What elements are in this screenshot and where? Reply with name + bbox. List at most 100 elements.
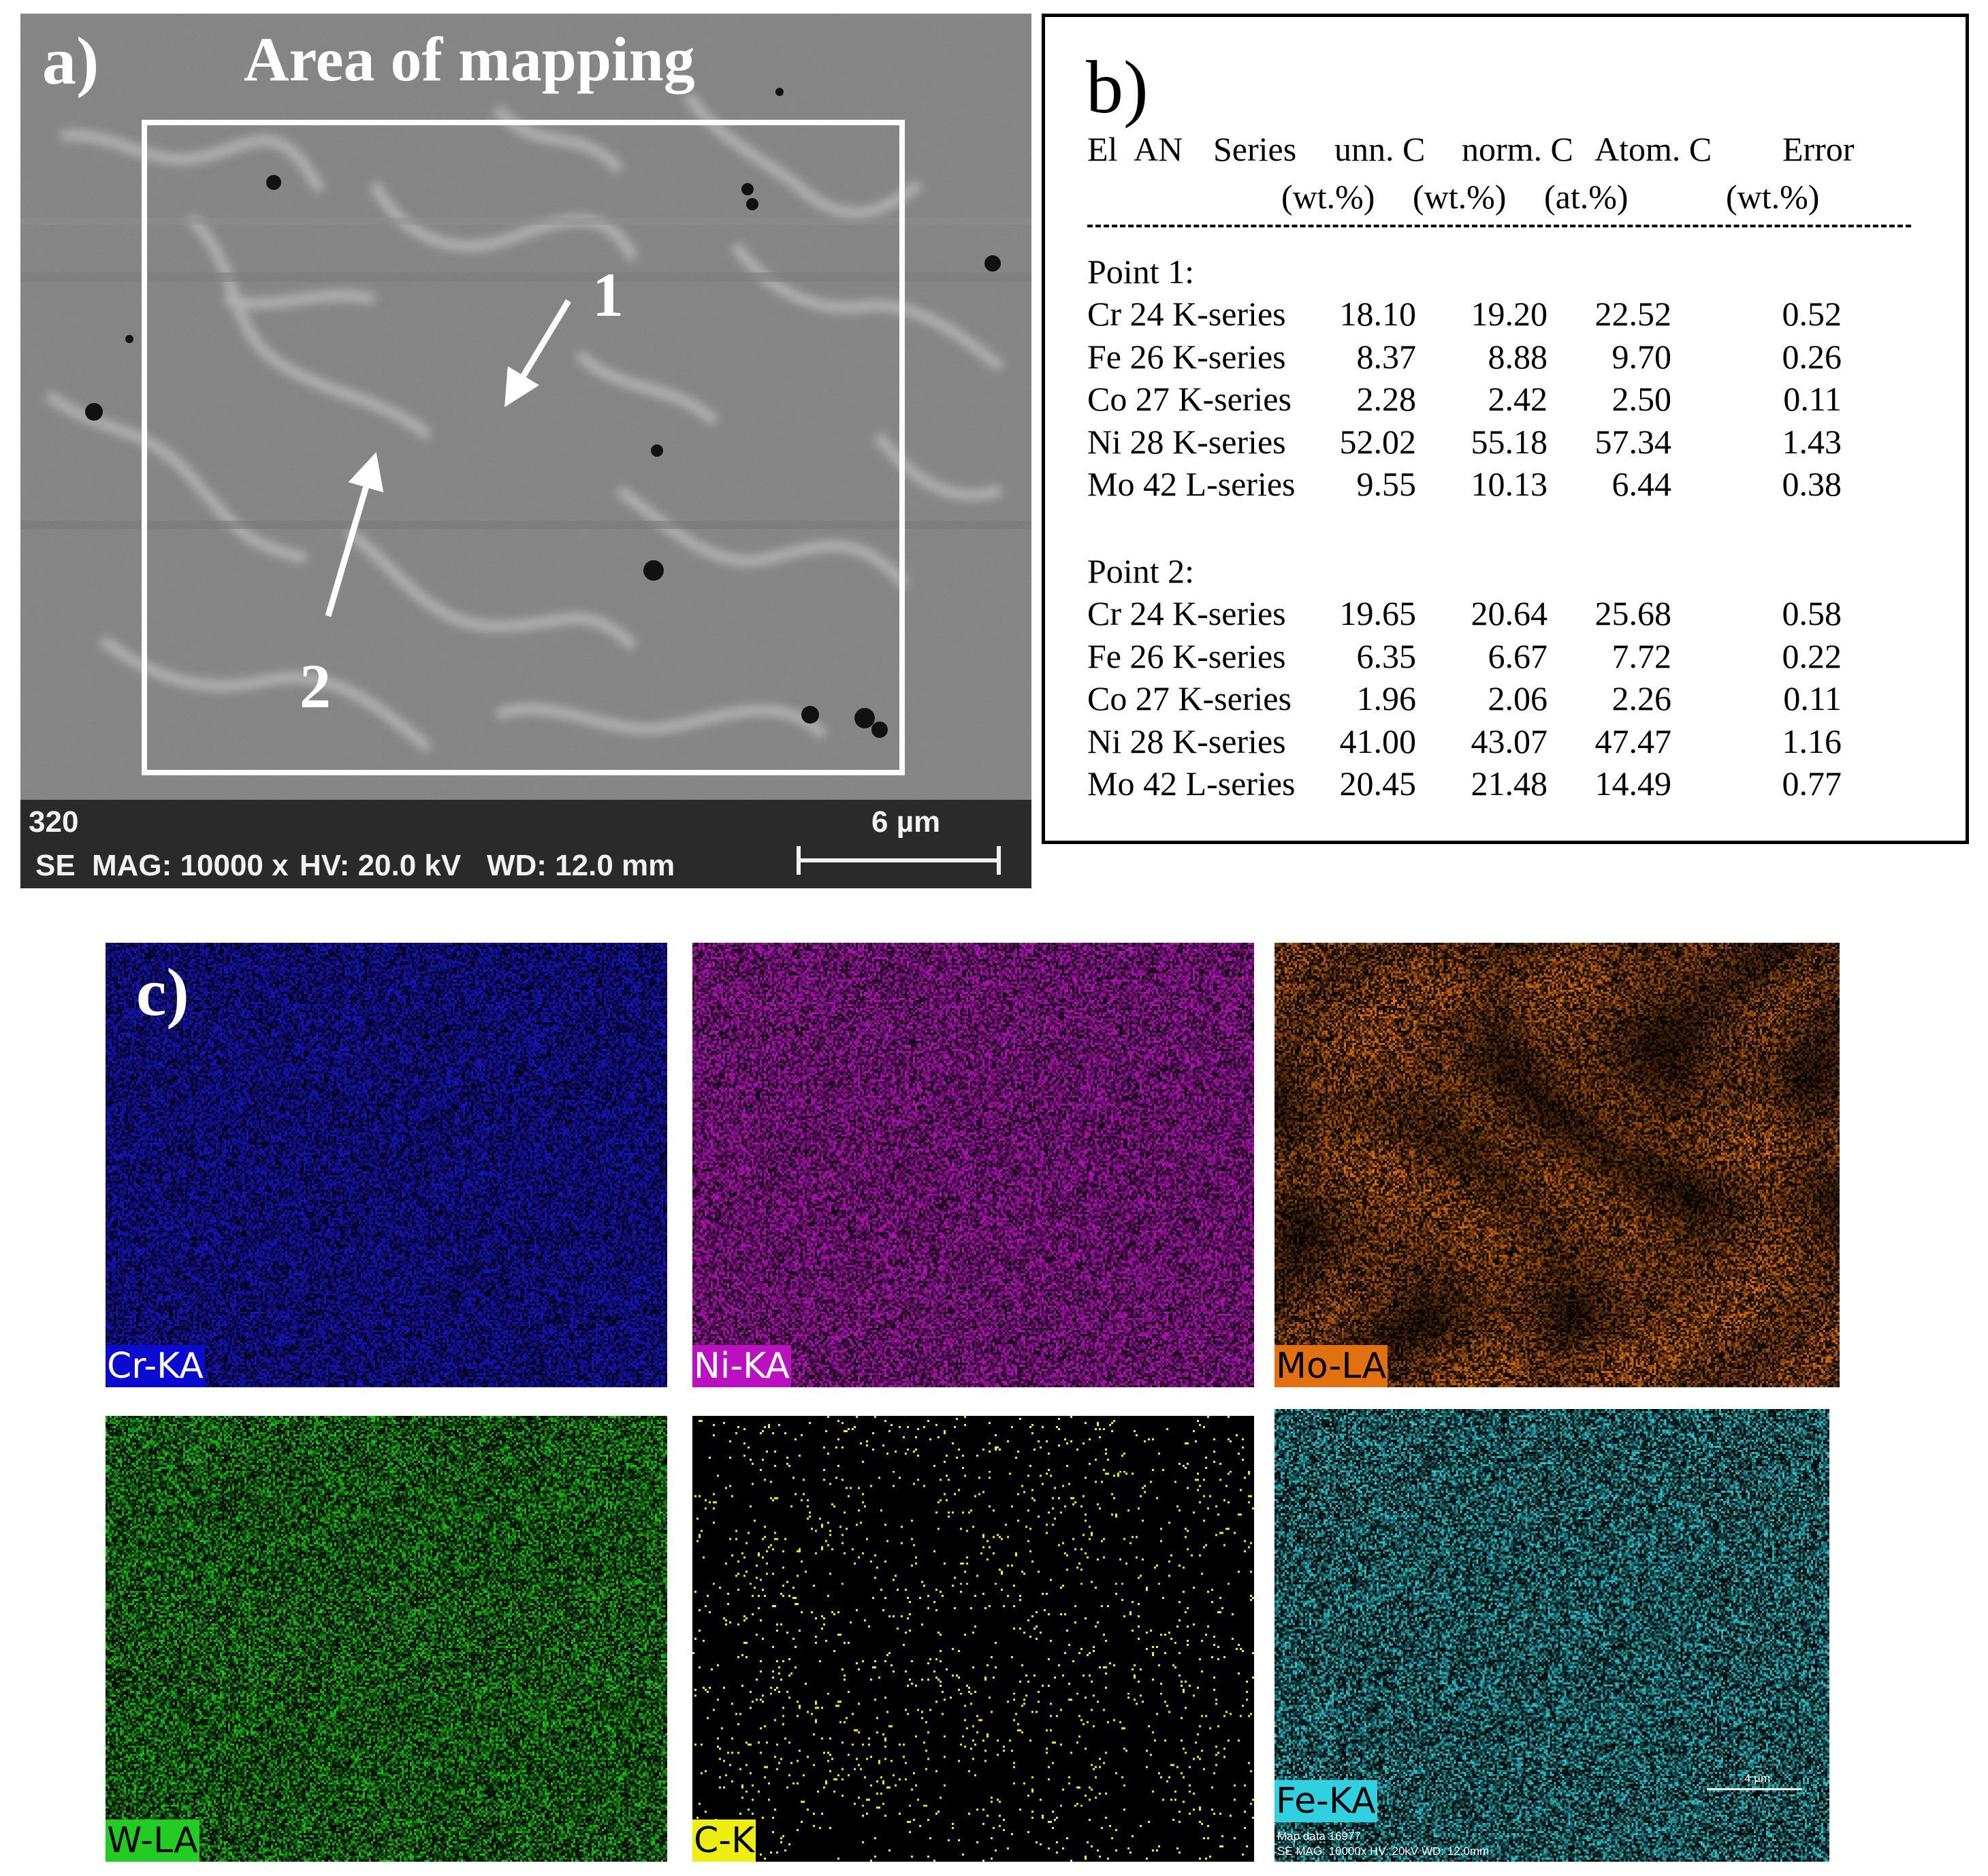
map-intensity-image <box>106 943 667 1387</box>
atom-c-cell: 47.47 <box>1594 722 1672 760</box>
element-cell: Cr 24 K-series <box>1087 594 1286 632</box>
error-cell: 0.11 <box>1783 679 1842 717</box>
detector-label: SE <box>35 849 76 882</box>
arrow-point-1 <box>504 299 571 408</box>
atom-c-cell: 7.72 <box>1612 636 1672 675</box>
element-map-w-la: W-LA <box>106 1416 667 1862</box>
map-label: Ni-KA <box>692 1345 791 1387</box>
point-1-title: Point 1: <box>1087 253 1194 291</box>
map-scale-label: 4 µm <box>1744 1772 1771 1785</box>
header-series: Series <box>1213 130 1297 168</box>
unit-unn: (wt.%) <box>1281 178 1375 216</box>
norm-c-cell: 55.18 <box>1471 422 1548 461</box>
element-cell: Mo 42 L-series <box>1087 465 1296 503</box>
element-map-fe-ka: Fe-KA Map data 16977 SE MAG: 10000x HV: 20… <box>1274 1409 1829 1862</box>
header-norm-c: norm. C <box>1462 130 1573 168</box>
error-cell: 0.22 <box>1782 636 1842 675</box>
unit-atom: (at.%) <box>1544 178 1629 216</box>
unn-c-cell: 52.02 <box>1339 422 1417 461</box>
error-cell: 1.43 <box>1782 422 1842 461</box>
working-distance-label: WD: 12.0 mm <box>487 849 675 882</box>
eds-table-panel: b) El AN Series unn. C norm. C Atom. C E… <box>1042 14 1969 844</box>
norm-c-cell: 43.07 <box>1471 722 1548 760</box>
map-data-label: Map data 16977 <box>1277 1830 1361 1843</box>
header-error: Error <box>1782 130 1855 168</box>
norm-c-cell: 10.13 <box>1471 465 1548 503</box>
panel-a-label: a) <box>42 23 99 99</box>
sem-micrograph <box>20 14 1031 800</box>
error-cell: 1.16 <box>1782 722 1842 760</box>
magnification-label: MAG: 10000 x <box>92 849 289 882</box>
header-an: AN <box>1134 130 1183 168</box>
unn-c-cell: 18.10 <box>1339 295 1417 333</box>
norm-c-cell: 21.48 <box>1471 764 1548 803</box>
voltage-label: HV: 20.0 kV <box>300 849 462 882</box>
map-scale-bar <box>1707 1788 1802 1790</box>
pores <box>85 88 1001 738</box>
arrow-point-2 <box>325 452 384 617</box>
map-label: Fe-KA <box>1274 1780 1377 1822</box>
element-cell: Fe 26 K-series <box>1087 636 1286 675</box>
map-intensity-image <box>692 1416 1254 1862</box>
map-intensity-image <box>692 943 1254 1387</box>
sem-image-panel: a) Area of mapping 1 2 320 6 µm SE MAG: … <box>20 14 1031 888</box>
unit-error: (wt.%) <box>1726 178 1820 216</box>
norm-c-cell: 6.67 <box>1488 636 1548 675</box>
map-label: W-LA <box>106 1820 199 1862</box>
header-divider <box>1087 225 1911 227</box>
point-2-title: Point 2: <box>1087 552 1194 590</box>
element-cell: Ni 28 K-series <box>1087 722 1286 760</box>
unn-c-cell: 1.96 <box>1356 679 1417 717</box>
error-cell: 0.11 <box>1783 380 1842 418</box>
norm-c-cell: 19.20 <box>1471 295 1548 333</box>
error-cell: 0.77 <box>1782 764 1842 803</box>
element-cell: Co 27 K-series <box>1087 380 1292 418</box>
unn-c-cell: 6.35 <box>1356 636 1417 675</box>
unn-c-cell: 2.28 <box>1356 380 1417 418</box>
sem-info-bar: 320 6 µm SE MAG: 10000 x HV: 20.0 kV WD:… <box>20 800 1031 888</box>
panel-c-label: c) <box>136 954 189 1030</box>
mapping-area-box <box>142 120 905 775</box>
element-map-cr-ka: Cr-KA <box>106 943 667 1387</box>
element-cell: Fe 26 K-series <box>1087 337 1286 376</box>
element-cell: Mo 42 L-series <box>1087 764 1296 803</box>
sem-image-id: 320 <box>29 805 79 839</box>
header-el: El <box>1087 130 1118 168</box>
panel-b-label: b) <box>1086 46 1149 129</box>
map-intensity-image <box>1274 943 1840 1387</box>
map-label: Cr-KA <box>106 1345 205 1387</box>
point-2-label: 2 <box>300 651 331 721</box>
element-cell: Co 27 K-series <box>1087 679 1292 717</box>
header-unn-c: unn. C <box>1334 130 1426 168</box>
norm-c-cell: 2.06 <box>1488 679 1548 717</box>
scale-label: 6 µm <box>871 805 941 839</box>
error-cell: 0.58 <box>1782 594 1842 632</box>
atom-c-cell: 25.68 <box>1594 594 1672 632</box>
element-cell: Ni 28 K-series <box>1087 422 1286 461</box>
atom-c-cell: 2.50 <box>1612 380 1672 418</box>
atom-c-cell: 9.70 <box>1612 337 1672 376</box>
element-map-c-k: C-K <box>692 1416 1254 1862</box>
header-atom-c: Atom. C <box>1594 130 1712 168</box>
map-label: Mo-LA <box>1274 1345 1388 1387</box>
norm-c-cell: 20.64 <box>1471 594 1548 632</box>
unit-norm: (wt.%) <box>1413 178 1507 216</box>
error-cell: 0.26 <box>1782 337 1842 376</box>
atom-c-cell: 2.26 <box>1612 679 1672 717</box>
map-intensity-image <box>106 1416 667 1862</box>
map-acquisition-info: SE MAG: 10000x HV: 20kV WD: 12.0mm <box>1277 1845 1490 1858</box>
unn-c-cell: 9.55 <box>1356 465 1417 503</box>
element-cell: Cr 24 K-series <box>1087 295 1286 333</box>
map-label: C-K <box>692 1820 756 1862</box>
norm-c-cell: 2.42 <box>1488 380 1548 418</box>
error-cell: 0.52 <box>1782 295 1842 333</box>
unn-c-cell: 20.45 <box>1339 764 1417 803</box>
atom-c-cell: 57.34 <box>1594 422 1672 461</box>
unn-c-cell: 41.00 <box>1339 722 1417 760</box>
unn-c-cell: 19.65 <box>1339 594 1417 632</box>
element-map-mo-la: Mo-LA <box>1274 943 1840 1387</box>
atom-c-cell: 6.44 <box>1612 465 1672 503</box>
unn-c-cell: 8.37 <box>1356 337 1417 376</box>
atom-c-cell: 22.52 <box>1594 295 1672 333</box>
error-cell: 0.38 <box>1782 465 1842 503</box>
